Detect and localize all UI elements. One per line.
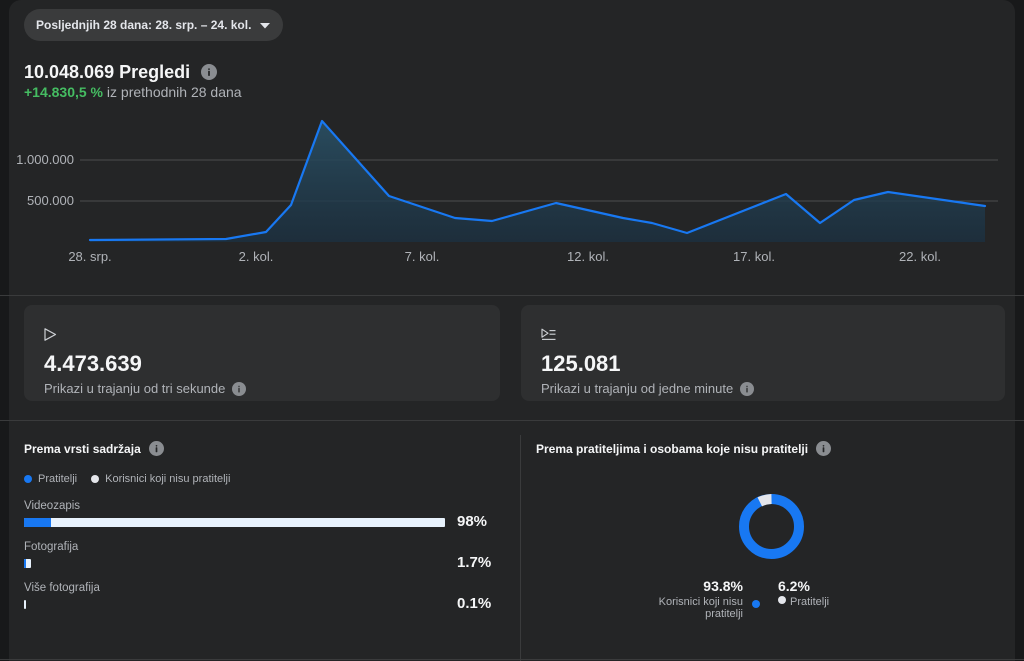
svg-text:17. kol.: 17. kol. xyxy=(733,249,775,264)
svg-text:28. srp.: 28. srp. xyxy=(68,249,111,264)
svg-text:22. kol.: 22. kol. xyxy=(899,249,941,264)
svg-text:1.000.000: 1.000.000 xyxy=(16,152,74,167)
svg-text:500.000: 500.000 xyxy=(27,193,74,208)
svg-text:12. kol.: 12. kol. xyxy=(567,249,609,264)
svg-text:2. kol.: 2. kol. xyxy=(239,249,274,264)
svg-text:7. kol.: 7. kol. xyxy=(405,249,440,264)
